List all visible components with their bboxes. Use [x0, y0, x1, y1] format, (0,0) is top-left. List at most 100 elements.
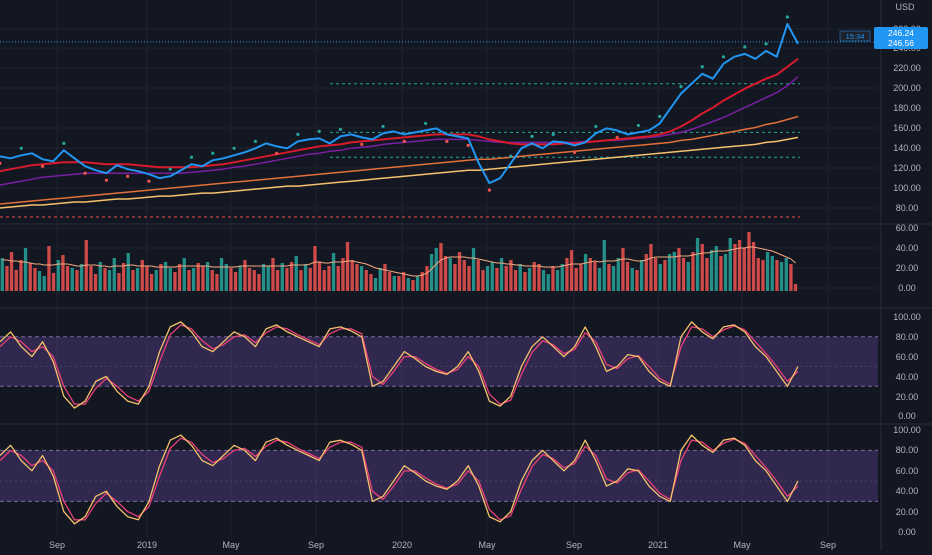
sequential-marker [594, 124, 598, 129]
volume-bar [789, 264, 793, 291]
last-price-text: 246.24 [888, 28, 914, 38]
x-tick-label: May [478, 540, 496, 550]
volume-bar [532, 262, 536, 291]
volume-bar [149, 274, 154, 291]
sequential-marker [147, 179, 151, 183]
sequential-marker [296, 132, 300, 136]
x-tick-label: 2020 [392, 540, 412, 550]
sequential-marker [275, 151, 279, 155]
volume-bar [602, 240, 606, 291]
volume-bar [504, 266, 508, 291]
volume-bar [280, 263, 284, 291]
volume-bar [14, 270, 18, 291]
sequential-marker [104, 178, 108, 182]
price-tick-label: 180.00 [893, 103, 921, 113]
price-series-price [0, 23, 799, 185]
stochastic-band-layer [0, 336, 878, 502]
x-tick-label: Sep [566, 540, 582, 550]
volume-bar [784, 258, 788, 291]
sequential-marker [62, 141, 66, 145]
volume-bar [33, 268, 37, 291]
volume-bar [471, 248, 476, 291]
stochastic-tick-label: 40.00 [896, 372, 919, 382]
volume-bar [761, 260, 765, 291]
volume-bar [700, 244, 704, 291]
volume-bar [378, 268, 382, 291]
volume-bar [117, 273, 121, 291]
volume-bar [145, 266, 149, 291]
volume-bar [719, 256, 723, 291]
volume-bar [425, 266, 429, 291]
volume-bar [537, 264, 541, 291]
volume-bars-layer [0, 232, 798, 291]
volume-bar [252, 270, 256, 291]
volume-bar [285, 268, 289, 291]
volume-bar [392, 276, 396, 291]
volume-bar [406, 278, 410, 291]
volume-bar [565, 258, 569, 291]
volume-bar [481, 270, 485, 291]
volume-bar [182, 258, 186, 291]
volume-bar [723, 254, 728, 291]
volume-bar [523, 272, 527, 291]
stochastic-tick-label: 40.00 [896, 486, 919, 496]
volume-tick-label: 20.00 [896, 263, 919, 273]
volume-bar [168, 268, 172, 291]
volume-bar [56, 260, 60, 291]
volume-bar [243, 260, 247, 291]
price-tick-label: 160.00 [893, 123, 921, 133]
stochastic-k-line [0, 321, 799, 409]
sequential-marker [721, 55, 726, 59]
volume-bar [173, 272, 177, 291]
volume-bar [765, 252, 770, 291]
volume-bar [635, 270, 639, 291]
sequential-marker [700, 65, 704, 69]
volume-bar [574, 268, 578, 291]
volume-bar [163, 262, 168, 291]
volume-bar [51, 273, 56, 291]
volume-bar [705, 258, 709, 291]
volume-bar [112, 258, 116, 291]
volume-bar [210, 270, 214, 291]
volume-ma-line [2, 246, 797, 277]
volume-bar [649, 244, 653, 291]
sequential-marker [0, 161, 2, 165]
volume-bar [672, 252, 676, 291]
volume-bar [75, 270, 79, 291]
volume-bar [131, 270, 135, 291]
volume-bar [336, 266, 340, 291]
sequential-marker [381, 124, 385, 129]
volume-bar [257, 274, 261, 291]
stochastic-d-line [0, 324, 799, 405]
price-series-ma-mid [0, 76, 799, 186]
volume-bar [747, 232, 751, 291]
stochastic-tick-label: 60.00 [896, 352, 919, 362]
stochastic-tick-label: 20.00 [896, 392, 919, 402]
volume-bar [411, 280, 415, 291]
volume-bar [415, 276, 420, 291]
volume-bar [70, 268, 74, 291]
volume-bar [0, 258, 4, 291]
sequential-marker [487, 188, 492, 192]
volume-bar [793, 284, 798, 291]
price-tick-label: 80.00 [896, 203, 919, 213]
x-tick-label: Sep [49, 540, 65, 550]
volume-bar [639, 260, 644, 291]
volume-bar [107, 270, 112, 291]
volume-bar [495, 268, 499, 291]
volume-bar [126, 253, 130, 291]
volume-bar [322, 270, 326, 291]
volume-bar [187, 270, 191, 291]
current-price-tag[interactable]: 15:34 246.24 246.56 [839, 27, 928, 49]
volume-bar [420, 272, 424, 291]
volume-bar [490, 262, 494, 291]
sequential-marker [424, 121, 428, 126]
volume-bar [733, 244, 737, 291]
sequential-marker [253, 139, 257, 143]
sequential-marker [615, 135, 619, 140]
sequential-marker [679, 85, 683, 89]
volume-bar [121, 263, 126, 291]
volume-bar [5, 266, 9, 291]
